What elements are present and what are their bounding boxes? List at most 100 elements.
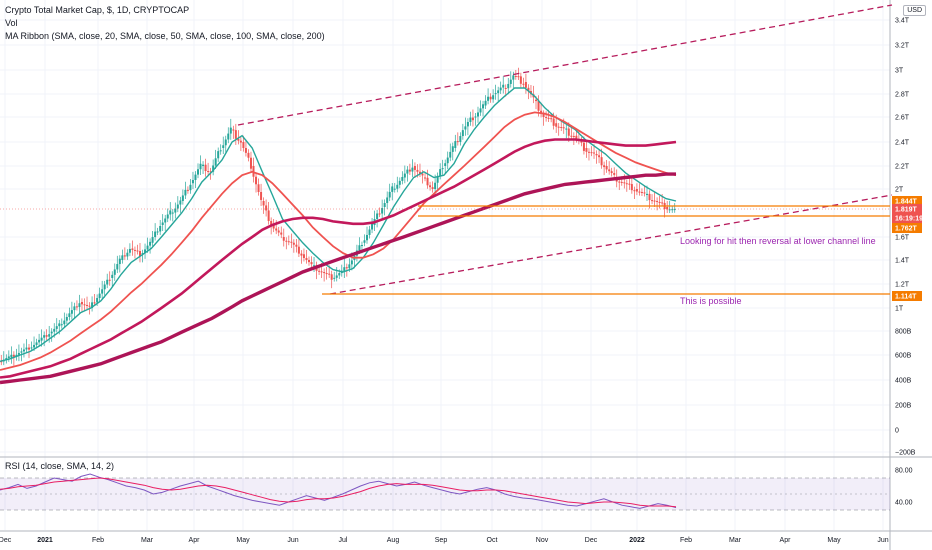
- candle-body: [40, 337, 43, 341]
- candle-body: [535, 99, 538, 102]
- candle-body: [658, 201, 661, 203]
- candle-body: [260, 192, 263, 200]
- candle-body: [640, 192, 643, 193]
- annotation-possible: This is possible: [680, 296, 742, 306]
- trend-channel: [237, 4, 893, 295]
- price-tag-label: 1.819T: [895, 207, 918, 214]
- currency-button[interactable]: USD: [903, 5, 926, 16]
- candle-body: [197, 169, 200, 175]
- candle-body: [121, 255, 124, 260]
- candle-body: [323, 272, 326, 274]
- candle-body: [416, 169, 419, 172]
- candle-body: [499, 87, 502, 91]
- candle-body: [633, 190, 636, 192]
- candle-body: [630, 184, 633, 191]
- candle-body: [562, 127, 565, 129]
- candle-body: [507, 83, 510, 89]
- candle-body: [17, 352, 20, 355]
- candle-body: [12, 354, 15, 357]
- candle-body: [214, 158, 217, 166]
- candle-body: [305, 258, 308, 260]
- candle-body: [408, 169, 411, 172]
- candle-body: [426, 177, 429, 186]
- candle-body: [325, 273, 328, 275]
- candle-body: [383, 203, 386, 207]
- candle-body: [55, 326, 58, 329]
- candle-body: [656, 201, 659, 202]
- candle-body: [166, 214, 169, 219]
- candle-body: [542, 113, 545, 117]
- candle-body: [413, 166, 416, 170]
- candle-body: [406, 169, 409, 174]
- rsi-pane[interactable]: 80.00 40.00: [0, 468, 913, 511]
- candle-body: [50, 331, 53, 334]
- price-pane[interactable]: [0, 67, 677, 385]
- y-tick-label: 2.6T: [895, 115, 910, 122]
- candle-body: [91, 302, 94, 308]
- candle-body: [25, 347, 28, 350]
- candle-body: [570, 135, 573, 137]
- candle-body: [434, 182, 437, 189]
- candle-body: [93, 302, 96, 304]
- price-tag: [892, 196, 922, 206]
- support-levels: [0, 205, 890, 295]
- candle-body: [653, 200, 656, 202]
- candle-body: [186, 189, 189, 191]
- candle-body: [638, 191, 641, 193]
- candle-body: [297, 246, 300, 254]
- candle-body: [446, 157, 449, 164]
- x-tick-label: Jun: [287, 537, 298, 544]
- candle-body: [517, 76, 520, 78]
- candle-body: [98, 293, 101, 299]
- candle-body: [65, 317, 68, 321]
- candle-body: [421, 173, 424, 176]
- candle-body: [262, 201, 265, 206]
- candle-body: [313, 265, 316, 267]
- candle-body: [673, 209, 676, 211]
- candle-body: [459, 136, 462, 142]
- candle-body: [300, 253, 303, 256]
- candle-body: [111, 274, 114, 278]
- candle-body: [207, 171, 210, 173]
- y-tick-label: 1T: [895, 306, 904, 313]
- price-tag-label: 1.844T: [895, 199, 918, 206]
- candle-body: [335, 275, 338, 278]
- candle-body: [78, 303, 81, 308]
- candle-body: [169, 210, 172, 215]
- candle-body: [280, 232, 283, 235]
- candle-body: [292, 242, 295, 245]
- candle-body: [0, 361, 3, 363]
- candle-body: [378, 213, 381, 215]
- candle-body: [333, 277, 336, 279]
- candle-body: [537, 101, 540, 111]
- candle-body: [227, 133, 230, 140]
- candle-body: [610, 171, 613, 174]
- candle-body: [366, 234, 369, 241]
- x-tick-label: Feb: [92, 537, 104, 544]
- candle-body: [113, 269, 116, 275]
- candle-body: [580, 140, 583, 143]
- time-axis[interactable]: Dec 2021 Feb Mar Apr May Jun Jul Aug Sep Oct Nov Dec…: [0, 537, 889, 544]
- candle-body: [242, 142, 245, 148]
- x-tick-label: Mar: [141, 537, 154, 544]
- candle-body: [587, 151, 590, 153]
- candle-body: [504, 88, 507, 89]
- candle-body: [509, 79, 512, 84]
- candle-body: [403, 173, 406, 178]
- rsi-ma-line: [0, 477, 677, 508]
- ma-line-sma-100: [0, 138, 677, 379]
- candle-body: [156, 231, 159, 233]
- lower-channel-line: [329, 194, 893, 295]
- price-axis[interactable]: 3.4T 3.2T 3T 2.8T 2.6T 2.4T 2.2T 2T 1.6T 1.4T 1.2T…: [895, 18, 916, 457]
- y-tick-label: 400B: [895, 378, 912, 385]
- candle-body: [285, 240, 288, 242]
- candle-body: [123, 255, 126, 257]
- candle-body: [22, 349, 25, 352]
- candle-body: [338, 273, 341, 276]
- candle-body: [20, 351, 23, 353]
- y-tick-label: 1.2T: [895, 282, 910, 289]
- candle-body: [429, 185, 432, 188]
- price-tag: [892, 291, 922, 301]
- candle-body: [239, 140, 242, 143]
